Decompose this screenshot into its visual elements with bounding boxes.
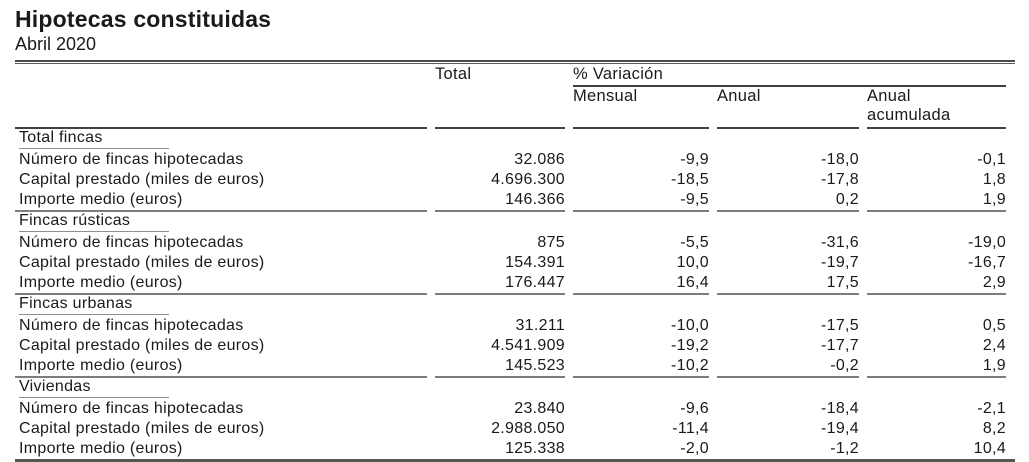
cell-anual-acumulada: 2,9 — [867, 273, 1007, 295]
cell-anual: -18,4 — [821, 400, 859, 417]
cell-row-label: Importe medio (euros) — [15, 273, 427, 295]
cell-anual: -19,4 — [821, 420, 859, 437]
header-row-2: Mensual Anual Anual acumulada — [15, 87, 1007, 129]
cell-total: 154.391 — [505, 254, 565, 271]
cell-mensual: -9,6 — [680, 400, 709, 417]
cell-anual-acumulada: 0,5 — [982, 317, 1007, 334]
page-title: Hipotecas constituidas — [15, 6, 272, 32]
cell-total: 875 — [537, 234, 565, 251]
section-title: Total fincas — [19, 129, 169, 149]
cell-anual: -0,2 — [717, 356, 859, 378]
section-header-fincas-rusticas: Fincas rústicas — [15, 212, 1006, 233]
top-divider — [15, 60, 1015, 64]
cell-row-label: Importe medio (euros) — [15, 190, 427, 212]
cell-total: 31.211 — [515, 317, 565, 334]
col-header-anual-acumulada: Anual acumulada — [867, 87, 1007, 129]
cell-anual-acumulada: -19,0 — [968, 234, 1007, 251]
cell-mensual: -10,2 — [573, 356, 709, 378]
cell-total: 125.338 — [505, 440, 565, 457]
cell-row-label: Número de fincas hipotecadas — [19, 317, 244, 334]
cell-mensual: -2,0 — [680, 440, 709, 457]
cell-anual-acumulada: 1,9 — [867, 190, 1007, 212]
cell-anual: -19,7 — [821, 254, 859, 271]
cell-mensual: -18,5 — [671, 171, 709, 188]
col-header-variacion-group: % Variación — [573, 64, 1007, 87]
cell-anual: -17,7 — [821, 337, 859, 354]
cell-total: 4.541.909 — [491, 337, 565, 354]
table-row: Número de fincas hipotecadas 23.840 -9,6… — [15, 399, 1006, 419]
section-header-viviendas: Viviendas — [15, 378, 1006, 399]
header-spacer — [15, 87, 427, 129]
cell-row-label: Número de fincas hipotecadas — [19, 400, 244, 417]
cell-mensual: -9,9 — [680, 151, 709, 168]
cell-total: 4.696.300 — [491, 171, 565, 188]
section-title: Fincas urbanas — [19, 295, 169, 315]
cell-row-label: Capital prestado (miles de euros) — [19, 254, 265, 271]
col-header-mensual: Mensual — [573, 87, 709, 129]
cell-row-label: Número de fincas hipotecadas — [19, 234, 244, 251]
table-row: Capital prestado (miles de euros) 4.541.… — [15, 336, 1006, 356]
mortgages-table: Total % Variación Mensual Anual Anual ac… — [7, 64, 1014, 459]
cell-anual-acumulada: -0,1 — [977, 151, 1007, 168]
cell-mensual: -19,2 — [671, 337, 709, 354]
cell-anual-acumulada: 1,9 — [867, 356, 1007, 378]
section-header-total-fincas: Total fincas — [15, 129, 1006, 150]
table-row: Capital prestado (miles de euros) 4.696.… — [15, 170, 1006, 190]
header-row-1: Total % Variación — [15, 64, 1007, 87]
cell-total: 2.988.050 — [491, 420, 565, 437]
cell-total: 176.447 — [435, 273, 565, 295]
cell-mensual: -11,4 — [672, 420, 709, 437]
cell-anual: -1,2 — [830, 440, 859, 457]
cell-row-label: Número de fincas hipotecadas — [19, 151, 244, 168]
cell-anual-acumulada: 8,2 — [982, 420, 1007, 437]
cell-total: 32.086 — [514, 151, 565, 168]
cell-anual-acumulada: 1,8 — [982, 171, 1007, 188]
cell-row-label: Capital prestado (miles de euros) — [19, 420, 265, 437]
table-row: Importe medio (euros) 125.338 -2,0 -1,2 … — [15, 439, 1006, 459]
cell-total: 145.523 — [435, 356, 565, 378]
cell-anual: -31,6 — [821, 234, 859, 251]
col-header-total: Total — [435, 65, 472, 83]
cell-total: 146.366 — [435, 190, 565, 212]
cell-anual-acumulada: 10,4 — [973, 440, 1007, 457]
table-row: Capital prestado (miles de euros) 2.988.… — [15, 419, 1006, 439]
table-row: Importe medio (euros) 145.523 -10,2 -0,2… — [15, 356, 1007, 378]
cell-anual-acumulada: -2,1 — [977, 400, 1007, 417]
cell-row-label: Importe medio (euros) — [19, 440, 183, 457]
cell-mensual: -5,5 — [680, 234, 709, 251]
table-row: Número de fincas hipotecadas 32.086 -9,9… — [15, 150, 1006, 170]
table-row: Número de fincas hipotecadas 31.211 -10,… — [15, 316, 1006, 336]
cell-mensual: -10,0 — [671, 317, 709, 334]
cell-anual: 0,2 — [717, 190, 859, 212]
cell-anual: -17,5 — [821, 317, 859, 334]
table-row: Capital prestado (miles de euros) 154.39… — [15, 253, 1006, 273]
cell-mensual: 10,0 — [676, 254, 709, 271]
cell-mensual: -9,5 — [573, 190, 709, 212]
table-row: Importe medio (euros) 176.447 16,4 17,5 … — [15, 273, 1007, 295]
table-row: Importe medio (euros) 146.366 -9,5 0,2 1… — [15, 190, 1007, 212]
cell-mensual: 16,4 — [573, 273, 709, 295]
cell-row-label: Capital prestado (miles de euros) — [19, 337, 265, 354]
cell-anual-acumulada: 2,4 — [982, 337, 1007, 354]
section-title: Fincas rústicas — [19, 212, 169, 232]
cell-anual-acumulada: -16,7 — [968, 254, 1007, 271]
header-spacer — [15, 64, 427, 87]
cell-anual: -17,8 — [821, 171, 859, 188]
header-spacer — [435, 87, 565, 129]
cell-row-label: Capital prestado (miles de euros) — [19, 171, 265, 188]
cell-row-label: Importe medio (euros) — [15, 356, 427, 378]
page-subtitle: Abril 2020 — [15, 34, 97, 54]
section-header-fincas-urbanas: Fincas urbanas — [15, 295, 1006, 316]
cell-anual: -18,0 — [821, 151, 859, 168]
col-header-anual: Anual — [717, 87, 859, 129]
table-row: Número de fincas hipotecadas 875 -5,5 -3… — [15, 233, 1006, 253]
cell-total: 23.840 — [514, 400, 565, 417]
section-title: Viviendas — [19, 378, 169, 398]
cell-anual: 17,5 — [717, 273, 859, 295]
